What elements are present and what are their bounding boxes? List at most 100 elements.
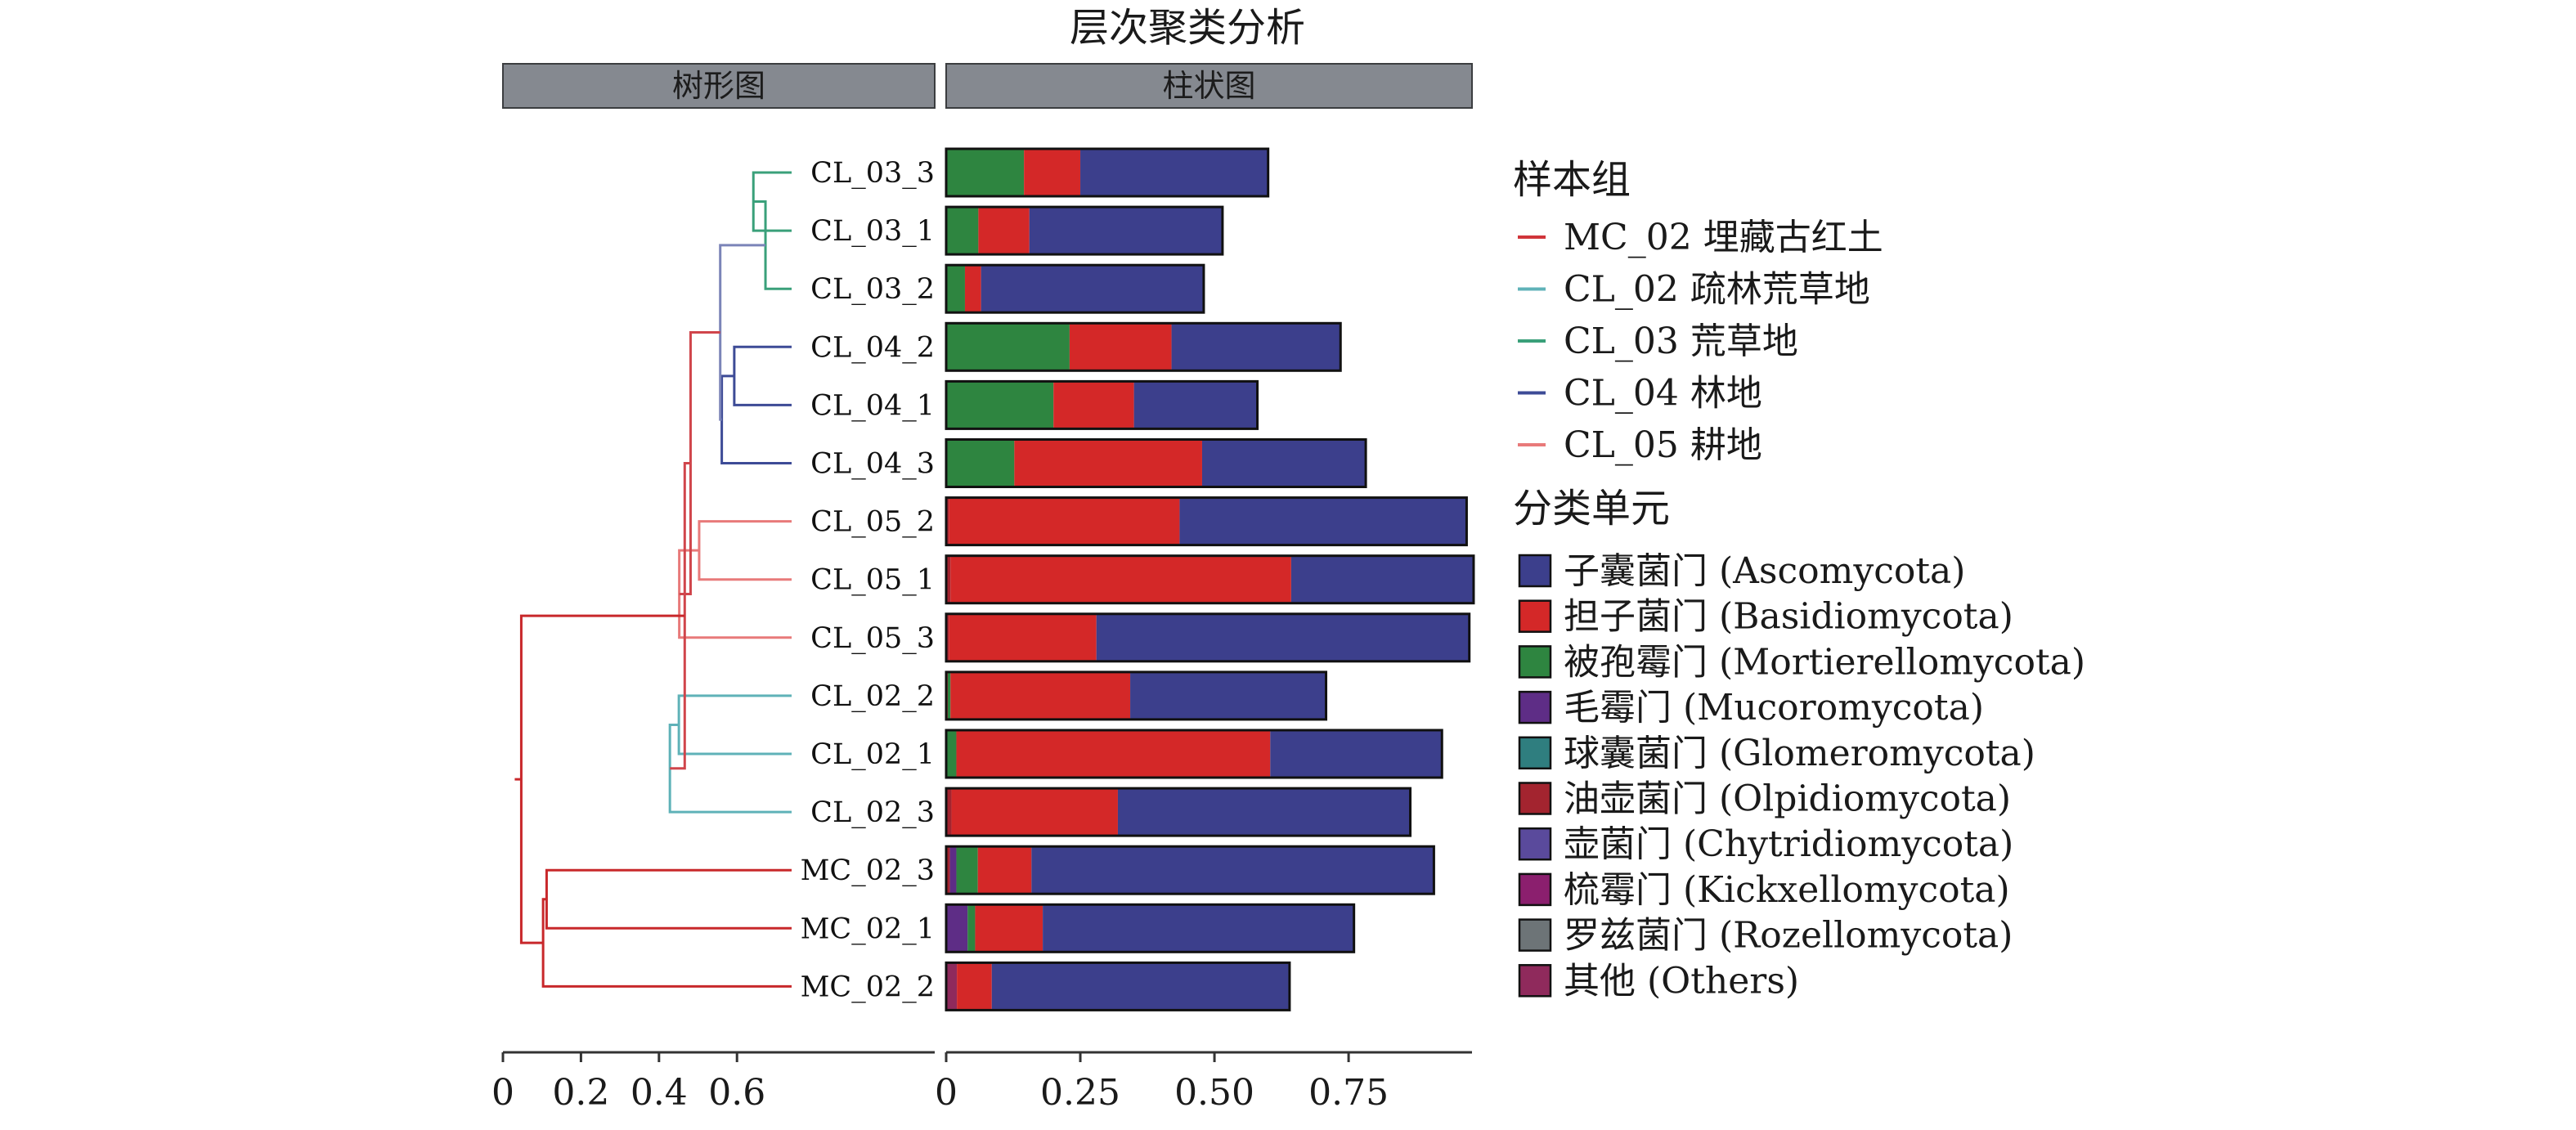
bar-segment-olpidiomycota — [946, 846, 950, 895]
sample-label: MC_02_3 — [801, 854, 935, 887]
legend-taxon-label: 油壶菌门 (Olpidiomycota) — [1564, 778, 2011, 820]
legend-taxon-swatch — [1518, 554, 1552, 588]
legend-taxon-swatch — [1518, 599, 1552, 633]
bar-CL_05_3 — [945, 612, 1471, 663]
bar-MC_02_1 — [945, 903, 1356, 953]
bar-outline — [945, 845, 1435, 895]
axis-tick-label: 0 — [491, 1072, 514, 1114]
bar-CL_02_3 — [945, 787, 1412, 837]
bar-outline — [945, 147, 1270, 198]
sample-label: CL_03_2 — [810, 273, 935, 306]
legend-taxon-swatch — [1518, 645, 1552, 679]
bar-outline — [945, 903, 1356, 953]
dendrogram-branch — [720, 374, 792, 464]
sample-label: CL_02_3 — [810, 796, 935, 829]
bar-segment-olpidiomycota — [946, 555, 951, 603]
bar-CL_04_3 — [945, 438, 1367, 488]
bar-segment-ascomycota — [1080, 149, 1268, 196]
bar-segment-olpidiomycota — [946, 788, 952, 836]
bar-segment-ascomycota — [1031, 846, 1434, 895]
sample-label: CL_05_2 — [810, 506, 935, 539]
bar-outline — [945, 379, 1259, 430]
bar-segment-mortierellomycota — [967, 904, 976, 953]
bar-segment-others — [946, 962, 958, 1011]
bar-segment-basidiomycota — [1014, 439, 1202, 487]
bar-segment-ascomycota — [1117, 788, 1411, 836]
bar-outline — [945, 321, 1342, 372]
bar-segment-olpidiomycota — [946, 613, 949, 661]
dendrogram-branch — [541, 898, 792, 988]
bar-segment-ascomycota — [1029, 207, 1223, 255]
bar-segment-basidiomycota — [950, 671, 1131, 720]
bar-axis: 0 0.25 0.50 0.75 — [935, 1051, 1472, 1114]
legend-taxon-label: 壶菌门 (Chytridiomycota) — [1564, 823, 2013, 865]
bar-CL_04_1 — [945, 379, 1259, 430]
legend-taxon-label: 子囊菌门 (Ascomycota) — [1564, 550, 1965, 592]
bar-outline — [945, 496, 1468, 547]
legend-taxon-label: 球囊菌门 (Glomeromycota) — [1564, 733, 2035, 774]
bar-MC_02_3 — [945, 845, 1435, 895]
bar-segment-mortierellomycota — [956, 846, 978, 895]
legend-taxon-swatch — [1518, 918, 1552, 952]
bar-outline — [945, 961, 1291, 1011]
legend-groups-title: 样本组 — [1513, 157, 1631, 203]
legend-taxon-swatch — [1518, 827, 1552, 861]
bar-outline — [945, 787, 1412, 837]
dendrogram-header: 树形图 — [672, 68, 765, 104]
axis-tick-label: 0 — [935, 1072, 958, 1114]
legend: 样本组 MC_02 埋藏古红土 CL_02 疏林荒草地 CL_03 荒草地 CL_04 … — [1513, 157, 2085, 1002]
dendrogram-branch — [752, 171, 792, 232]
dendrogram — [514, 171, 792, 988]
axis-tick-label: 0.75 — [1308, 1072, 1389, 1114]
bar-segment-basidiomycota — [956, 730, 1271, 778]
sample-label: CL_05_1 — [810, 564, 935, 597]
legend-taxon-swatch — [1518, 964, 1552, 998]
barchart-header: 柱状图 — [1162, 68, 1255, 104]
legend-taxa-title: 分类单元 — [1513, 486, 1670, 531]
bar-outline — [945, 263, 1205, 314]
bar-segment-basidiomycota — [977, 846, 1032, 895]
legend-taxon-label: 罗兹菌门 (Rozellomycota) — [1564, 915, 2013, 957]
legend-taxon-label: 被孢霉门 (Mortierellomycota) — [1564, 641, 2085, 683]
bar-outline — [945, 205, 1224, 256]
bar-outline — [945, 438, 1367, 488]
bar-segment-mortierellomycota — [946, 381, 1054, 429]
bar-CL_03_3 — [945, 147, 1270, 198]
legend-group-label: CL_05 耕地 — [1564, 424, 1762, 466]
bar-segment-basidiomycota — [951, 788, 1118, 836]
legend-taxon-swatch — [1518, 782, 1552, 815]
bar-segment-ascomycota — [1096, 613, 1470, 661]
bar-segment-basidiomycota — [978, 207, 1030, 255]
bar-segment-basidiomycota — [949, 497, 1180, 545]
sample-label: CL_02_1 — [810, 738, 935, 771]
axis-tick-label: 0.4 — [631, 1072, 688, 1114]
bar-segment-mucoromycota — [949, 846, 957, 895]
bar-MC_02_2 — [945, 961, 1291, 1011]
bar-segment-basidiomycota — [957, 962, 992, 1011]
bar-segment-mortierellomycota — [946, 149, 1025, 196]
dendrogram-branch — [733, 345, 792, 406]
sample-label: CL_03_3 — [810, 157, 935, 190]
sample-label: CL_04_3 — [810, 448, 935, 481]
bar-segment-mortierellomycota — [947, 439, 1015, 487]
bar-segment-ascomycota — [981, 265, 1204, 313]
dendrogram-branch — [545, 868, 792, 930]
bar-segment-basidiomycota — [964, 265, 981, 313]
sample-label: MC_02_1 — [801, 913, 935, 945]
legend-group-label: CL_02 疏林荒草地 — [1564, 269, 1870, 311]
barchart-header-box — [945, 63, 1473, 109]
bar-segment-ascomycota — [1290, 555, 1474, 603]
bar-segment-basidiomycota — [1024, 149, 1081, 196]
bar-outline — [945, 670, 1328, 721]
bar-segment-ascomycota — [1270, 730, 1443, 778]
dendrogram-header-box — [502, 63, 936, 109]
bar-segment-basidiomycota — [1053, 381, 1134, 429]
bar-CL_04_2 — [945, 321, 1342, 372]
bar-CL_03_1 — [945, 205, 1224, 256]
bar-segment-ascomycota — [1201, 439, 1367, 487]
bar-segment-mortierellomycota — [946, 207, 979, 255]
legend-taxon-swatch — [1518, 736, 1552, 770]
bar-CL_02_2 — [945, 670, 1328, 721]
